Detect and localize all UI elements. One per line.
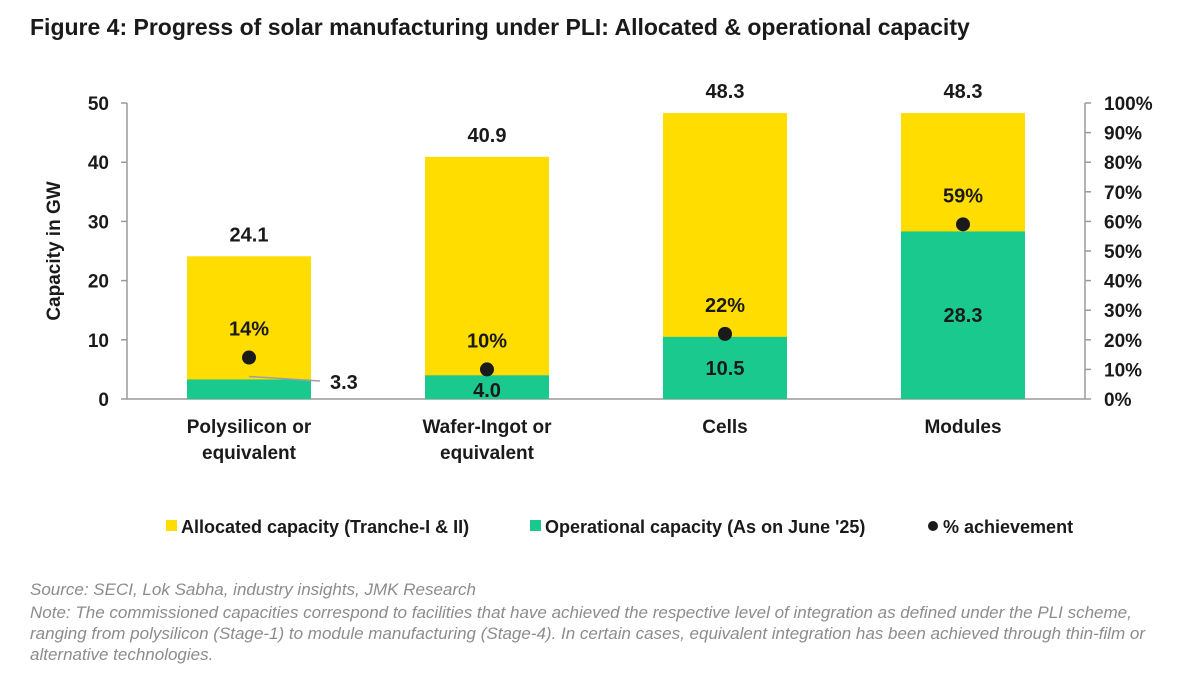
x-tick-label-line: equivalent [440, 443, 535, 464]
achievement-label: 22% [705, 295, 745, 317]
legend-swatch [928, 521, 938, 531]
achievement-point [718, 326, 732, 341]
achievement-label: 14% [229, 319, 269, 341]
y2-tick-label: 30% [1104, 301, 1142, 322]
legend-label: % achievement [943, 517, 1073, 537]
y2-tick-label: 40% [1104, 272, 1142, 293]
operational-bar [901, 231, 1025, 399]
y2-tick-label: 80% [1104, 153, 1142, 174]
x-tick-label: Cells [702, 417, 747, 438]
operational-value-label: 28.3 [944, 305, 983, 327]
achievement-label: 10% [467, 330, 507, 352]
x-tick-label-line: equivalent [202, 443, 297, 464]
y-tick-label: 0 [98, 390, 109, 411]
note-text: Note: The commissioned capacities corres… [30, 603, 1146, 664]
y2-tick-label: 60% [1104, 212, 1142, 233]
x-tick-label: Modules [924, 417, 1001, 438]
legend-label: Allocated capacity (Tranche-I & II) [181, 517, 469, 537]
y2-tick-label: 0% [1104, 390, 1132, 411]
y2-tick-label: 100% [1104, 94, 1153, 115]
y2-tick-label: 70% [1104, 183, 1142, 204]
x-tick-label-line: Wafer-Ingot or [422, 417, 552, 438]
y-tick-label: 20 [88, 272, 109, 293]
operational-value-label: 3.3 [330, 372, 358, 394]
achievement-point [956, 217, 970, 232]
bar-chart: 0 10 20 30 40 50 0% 10% 20% 30% 40% 50% 60% 70% 80% 90%… [44, 81, 1153, 537]
operational-value-label: 10.5 [706, 358, 745, 380]
y-axis-title: Capacity in GW [44, 181, 65, 320]
y2-tick-label: 10% [1104, 360, 1142, 381]
x-tick-label-line: Modules [924, 417, 1001, 438]
x-tick-label: Wafer-Ingot or equivalent [422, 417, 552, 464]
source-text: Source: SECI, Lok Sabha, industry insigh… [30, 580, 476, 599]
operational-bar [663, 336, 787, 399]
legend-swatch [166, 520, 177, 531]
allocated-bar [425, 156, 549, 399]
x-tick-label: Polysilicon or equivalent [187, 417, 312, 464]
y2-tick-label: 90% [1104, 124, 1142, 145]
allocated-value-label: 24.1 [230, 224, 269, 246]
operational-leader-line [248, 375, 321, 382]
achievement-label: 59% [943, 185, 983, 207]
operational-value-label: 4.0 [473, 380, 501, 402]
y-tick-label: 40 [88, 153, 109, 174]
operational-bar [425, 375, 549, 399]
allocated-value-label: 48.3 [706, 81, 745, 103]
allocated-value-label: 40.9 [468, 125, 507, 147]
y2-tick-label: 50% [1104, 242, 1142, 263]
legend-swatch [530, 520, 541, 531]
achievement-point [242, 350, 256, 365]
allocated-bar [187, 256, 311, 399]
y-tick-label: 10 [88, 331, 109, 352]
achievement-point [480, 362, 494, 377]
x-tick-label-line: Cells [702, 417, 747, 438]
chart-title: Figure 4: Progress of solar manufacturin… [30, 14, 970, 40]
y-tick-label: 50 [88, 94, 109, 115]
allocated-value-label: 48.3 [944, 81, 983, 103]
legend-label: Operational capacity (As on June '25) [545, 517, 865, 537]
x-tick-label-line: Polysilicon or [187, 417, 312, 438]
y2-tick-label: 20% [1104, 331, 1142, 352]
y-tick-label: 30 [88, 212, 109, 233]
operational-bar [187, 379, 311, 399]
